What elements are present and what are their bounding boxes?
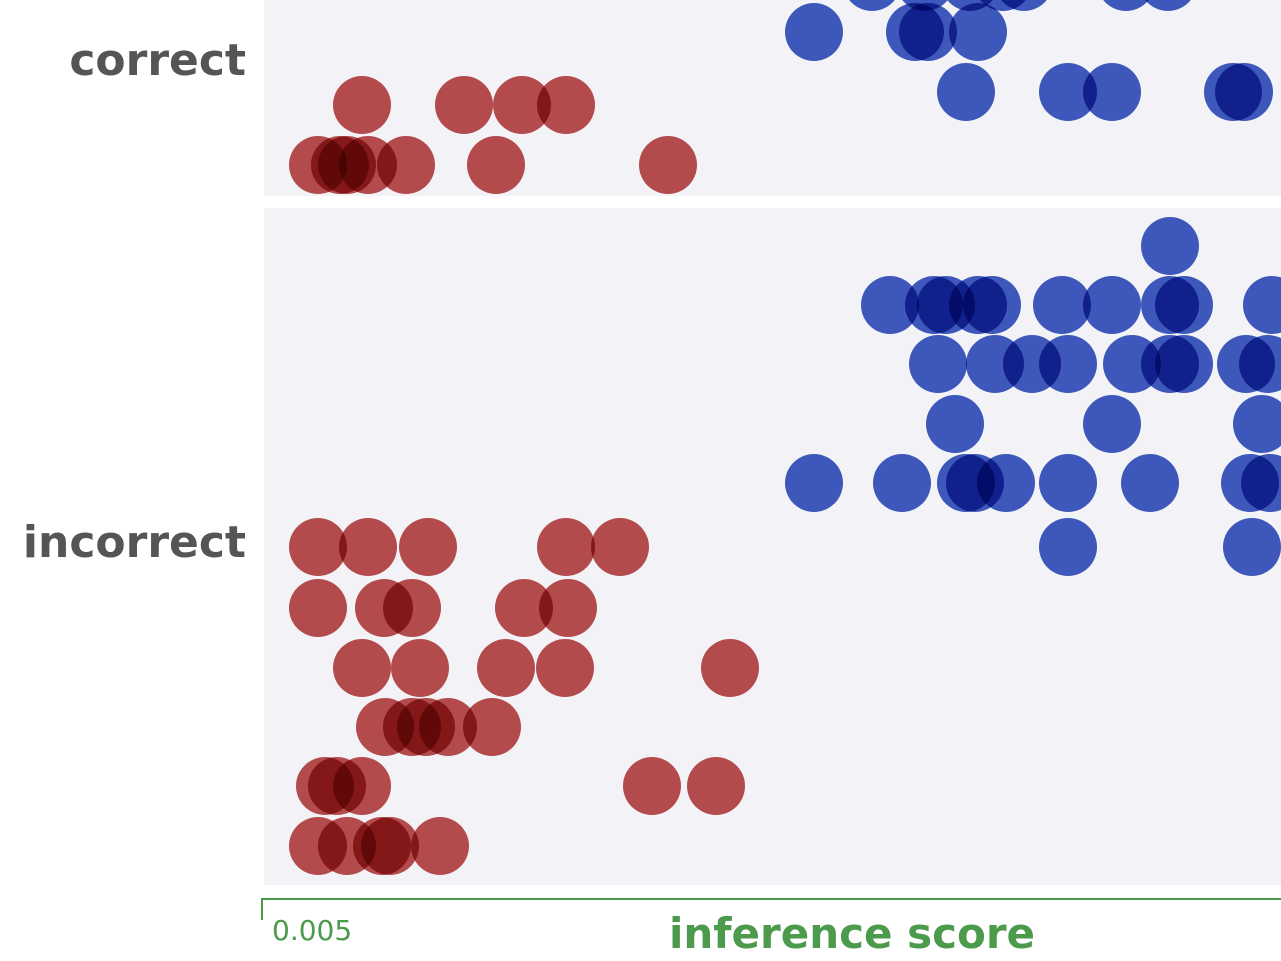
correct-blue-point xyxy=(1001,0,1047,11)
incorrect-red-point xyxy=(383,579,441,637)
row-label-incorrect: incorrect xyxy=(23,517,246,568)
correct-red-point xyxy=(435,76,493,134)
correct-blue-point xyxy=(1145,0,1191,11)
incorrect-red-point xyxy=(333,757,391,815)
incorrect-blue-point xyxy=(1039,454,1097,512)
correct-red-point xyxy=(639,136,697,194)
x-axis-title: inference score xyxy=(669,909,1035,958)
incorrect-red-point xyxy=(477,639,535,697)
x-axis-line xyxy=(261,898,1281,920)
correct-red-point xyxy=(333,76,391,134)
incorrect-red-point xyxy=(536,639,594,697)
correct-blue-point xyxy=(949,3,1007,61)
incorrect-blue-point xyxy=(1141,217,1199,275)
incorrect-red-point xyxy=(537,518,595,576)
incorrect-blue-point xyxy=(1033,276,1091,334)
correct-blue-point xyxy=(937,63,995,121)
correct-blue-point xyxy=(1215,63,1273,121)
correct-red-point xyxy=(493,76,551,134)
incorrect-blue-point xyxy=(1039,518,1097,576)
correct-blue-point xyxy=(1083,63,1141,121)
incorrect-red-point xyxy=(339,518,397,576)
incorrect-red-point xyxy=(333,639,391,697)
incorrect-blue-point xyxy=(926,395,984,453)
correct-blue-point xyxy=(849,0,895,11)
incorrect-blue-point xyxy=(1239,335,1281,393)
incorrect-blue-point xyxy=(909,335,967,393)
incorrect-red-point xyxy=(289,579,347,637)
correct-blue-point xyxy=(1039,63,1097,121)
points-layer xyxy=(289,0,1281,875)
correct-red-point xyxy=(377,136,435,194)
incorrect-red-point xyxy=(591,518,649,576)
incorrect-red-point xyxy=(687,757,745,815)
correct-red-point xyxy=(537,76,595,134)
incorrect-red-point xyxy=(623,757,681,815)
incorrect-red-point xyxy=(701,639,759,697)
incorrect-red-point xyxy=(411,817,469,875)
incorrect-blue-point xyxy=(861,276,919,334)
row-label-correct: correct xyxy=(69,35,246,86)
incorrect-blue-point xyxy=(1083,395,1141,453)
correct-blue-point xyxy=(902,0,948,11)
incorrect-blue-point xyxy=(1039,335,1097,393)
incorrect-red-point xyxy=(463,698,521,756)
correct-blue-point xyxy=(785,3,843,61)
correct-blue-point xyxy=(1103,0,1149,11)
incorrect-blue-point xyxy=(1155,335,1213,393)
incorrect-blue-point xyxy=(1121,454,1179,512)
incorrect-red-point xyxy=(391,639,449,697)
incorrect-red-point xyxy=(361,817,419,875)
incorrect-blue-point xyxy=(1241,454,1281,512)
incorrect-blue-point xyxy=(785,454,843,512)
incorrect-red-point xyxy=(495,579,553,637)
incorrect-red-point xyxy=(399,518,457,576)
incorrect-red-point xyxy=(289,518,347,576)
correct-blue-point xyxy=(947,0,993,11)
x-tick-label: 0.005 xyxy=(272,914,352,947)
incorrect-blue-point xyxy=(963,276,1021,334)
incorrect-red-point xyxy=(539,579,597,637)
incorrect-blue-point xyxy=(1155,276,1213,334)
incorrect-red-point xyxy=(419,698,477,756)
incorrect-blue-point xyxy=(1233,395,1281,453)
incorrect-blue-point xyxy=(1223,518,1281,576)
incorrect-blue-point xyxy=(1083,276,1141,334)
correct-red-point xyxy=(467,136,525,194)
correct-blue-point xyxy=(899,3,957,61)
incorrect-blue-point xyxy=(873,454,931,512)
incorrect-blue-point xyxy=(977,454,1035,512)
incorrect-blue-point xyxy=(1243,276,1281,334)
